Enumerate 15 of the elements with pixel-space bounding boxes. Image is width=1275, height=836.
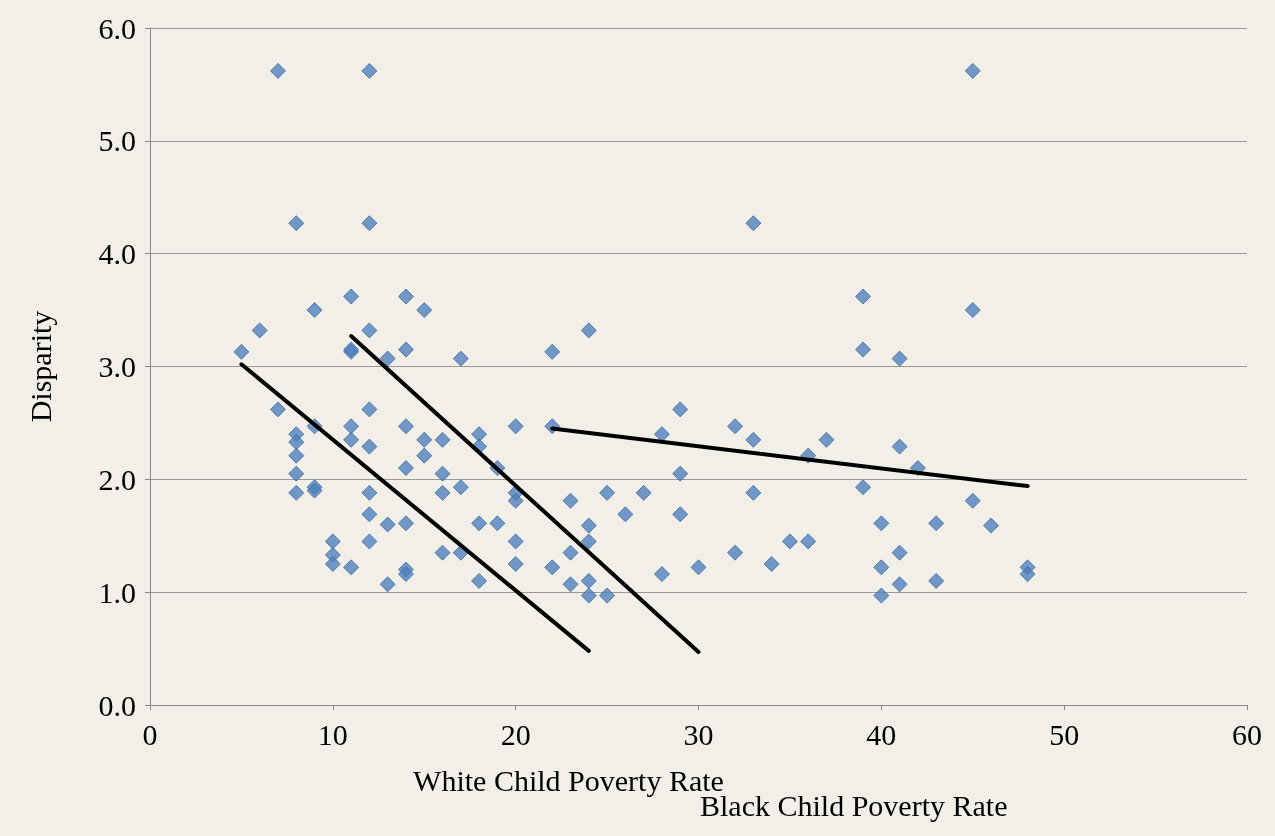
y-axis-title: Disparity <box>23 310 57 423</box>
x-tick-label: 60 <box>1232 717 1262 751</box>
x-tick-label: 0 <box>142 717 158 751</box>
x-tick-label: 40 <box>866 717 897 751</box>
y-tick-label: 1.0 <box>98 575 136 609</box>
x-tick-label: 30 <box>683 717 714 751</box>
y-tick-label: 6.0 <box>98 11 136 45</box>
y-tick-label: 5.0 <box>98 124 136 158</box>
y-tick-label: 3.0 <box>98 350 136 383</box>
y-tick-label: 2.0 <box>98 462 136 496</box>
x-tick-label: 10 <box>317 717 348 751</box>
x-tick-label: 20 <box>500 717 531 751</box>
y-tick-label: 4.0 <box>98 237 136 271</box>
x-tick-label: 50 <box>1049 717 1080 751</box>
y-tick-label: 0.0 <box>98 688 136 722</box>
